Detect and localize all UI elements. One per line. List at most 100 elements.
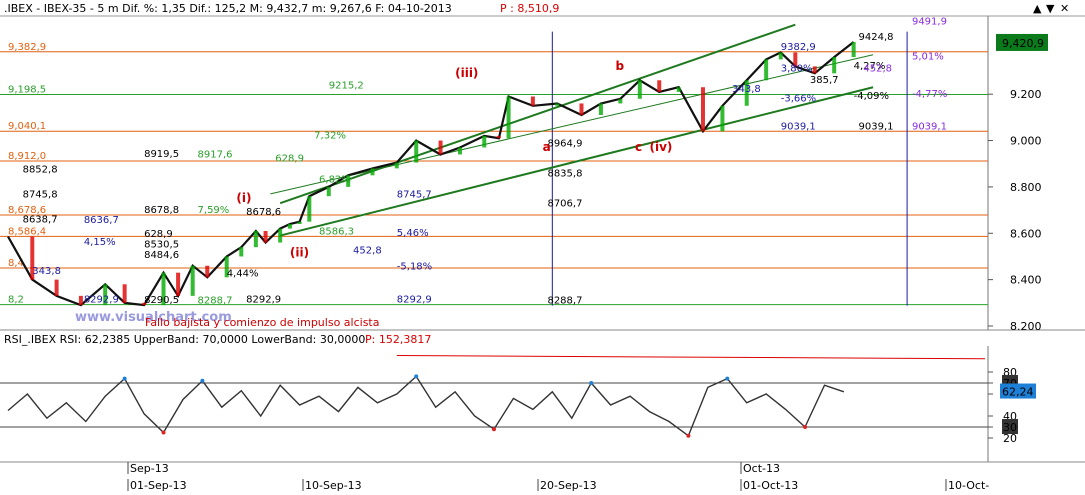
annotation-label: 9382,9 (781, 42, 816, 53)
annotation-label: 5,01% (912, 52, 944, 63)
price-tick-label: 8.200 (1010, 320, 1042, 333)
fib-level-label: 8,4 (8, 258, 24, 269)
price-candle (778, 52, 783, 60)
price-candle (720, 105, 725, 132)
wave-label: (iv) (650, 140, 673, 154)
rsi-band-tag (1002, 419, 1018, 434)
annotation-label: 8288,7 (198, 295, 233, 306)
annotation-label: 8484,6 (144, 250, 179, 261)
price-candle (103, 284, 108, 306)
price-candle (744, 80, 749, 106)
channel-line (279, 86, 874, 237)
price-candle (297, 221, 302, 224)
price-candle (618, 98, 623, 104)
annotation-label: 8852,8 (23, 165, 58, 176)
date-axis: Sep-13 01-Sep-13 10-Sep-13 20-Sep-13 Oct-13 0… (127, 462, 989, 492)
wave-label: c (635, 140, 642, 154)
rsi-overbought-point (200, 378, 205, 383)
price-chart-p-label: P : 8,510,9 (500, 2, 559, 15)
annotation-label: 8835,8 (547, 169, 582, 180)
annotation-label: 9424,8 (859, 32, 894, 43)
price-candle (530, 96, 535, 106)
annotation-label: 5,46% (397, 228, 429, 239)
price-candle (832, 57, 837, 74)
price-candle (253, 230, 258, 248)
price-candle (394, 162, 399, 169)
price-candle (793, 52, 798, 67)
rsi-oversold-point (803, 425, 808, 429)
price-tick-label: 9.000 (1010, 135, 1042, 148)
annotation-label: -4,77% (912, 89, 947, 100)
price-layer: 9,382,9 9,198,5 9,040,1 8,912,0 8,678,6 8,586… (0, 17, 988, 306)
annotation-label: 385,7 (810, 75, 839, 86)
price-tick-label: 8.400 (1010, 274, 1042, 287)
price-candle (307, 196, 312, 222)
window-controls: ▲ ▼ ✕ (1033, 2, 1069, 15)
rsi-oversold-point (686, 433, 691, 438)
date-tick-label: 01-Sep-13 (130, 479, 187, 492)
wave-label: (i) (236, 191, 251, 205)
annotation-label: 8745,8 (23, 189, 58, 200)
date-tick-label: 10-Oct- (948, 479, 989, 492)
price-candle (438, 140, 443, 155)
fib-level-label: 8,2 (8, 295, 24, 306)
rsi-band-tag-label: 30 (1003, 421, 1017, 434)
annotation-label: 9039,1 (859, 121, 894, 132)
rsi-layer: 807060403020703062,24 (0, 355, 1036, 445)
annotation-label: 4,15% (84, 237, 116, 248)
price-candle (370, 168, 375, 176)
price-candle (176, 272, 181, 296)
rsi-overbought-point (122, 376, 127, 381)
rsi-series-line (7, 375, 845, 437)
price-candle (205, 265, 210, 278)
date-tick-label: 01-Oct-13 (743, 479, 798, 492)
price-tick-label: 9.200 (1010, 88, 1042, 101)
channel-line (279, 23, 796, 205)
last-price-tag (996, 33, 1048, 51)
annotation-label: 8745,7 (397, 189, 432, 200)
price-candle (30, 236, 35, 280)
annotation-label: 628,9 (275, 154, 304, 165)
annotation-label: 9491,9 (912, 17, 947, 28)
price-candle (278, 228, 283, 243)
price-tick-label: 8.600 (1010, 227, 1042, 240)
annotation-label: 8678,8 (144, 205, 179, 216)
price-candle (657, 80, 662, 92)
annotation-label: -5,18% (397, 262, 432, 273)
annotation-label: 8919,5 (144, 149, 179, 160)
close-icon[interactable]: ✕ (1060, 2, 1069, 15)
annotation-label: 4,27% (854, 61, 886, 72)
rsi-trend-line (396, 355, 986, 360)
price-candle (457, 147, 462, 155)
price-candle (239, 247, 244, 257)
annotation-label: 9039,1 (781, 121, 816, 132)
wave-label: (iii) (455, 66, 478, 80)
footer-note: Fallo bajista y comienzo de impulso alci… (145, 316, 379, 329)
rsi-tick-label: 20 (1003, 432, 1017, 445)
price-tick-label: 8.800 (1010, 181, 1042, 194)
date-tick-label: 10-Sep-13 (305, 479, 362, 492)
annotation-label: 8290,5 (144, 295, 179, 306)
annotation-label: 6,82% (319, 175, 351, 186)
annotation-label: -3,66% (781, 93, 816, 104)
date-tick-label: Sep-13 (130, 462, 169, 475)
price-candle (812, 66, 817, 74)
price-candle (637, 80, 642, 99)
price-candle (851, 42, 856, 58)
price-candle (482, 135, 487, 148)
price-candle (496, 135, 501, 139)
scroll-down-icon[interactable]: ▼ (1046, 2, 1055, 15)
annotation-label: 8292,9 (84, 294, 119, 305)
scroll-up-icon[interactable]: ▲ (1033, 2, 1042, 15)
fib-level-label: 9,040,1 (8, 121, 46, 132)
wave-label: a (543, 140, 551, 154)
fib-level-label: 8,678,6 (8, 205, 46, 216)
annotation-label: 9215,2 (329, 81, 364, 92)
last-price-label: 9,420,9 (1002, 37, 1044, 50)
rsi-oversold-point (492, 427, 496, 432)
price-candle (326, 186, 331, 197)
annotation-label: 8530,5 (144, 239, 179, 250)
price-candle (287, 224, 292, 229)
fib-level-label: 9,198,5 (8, 85, 46, 96)
